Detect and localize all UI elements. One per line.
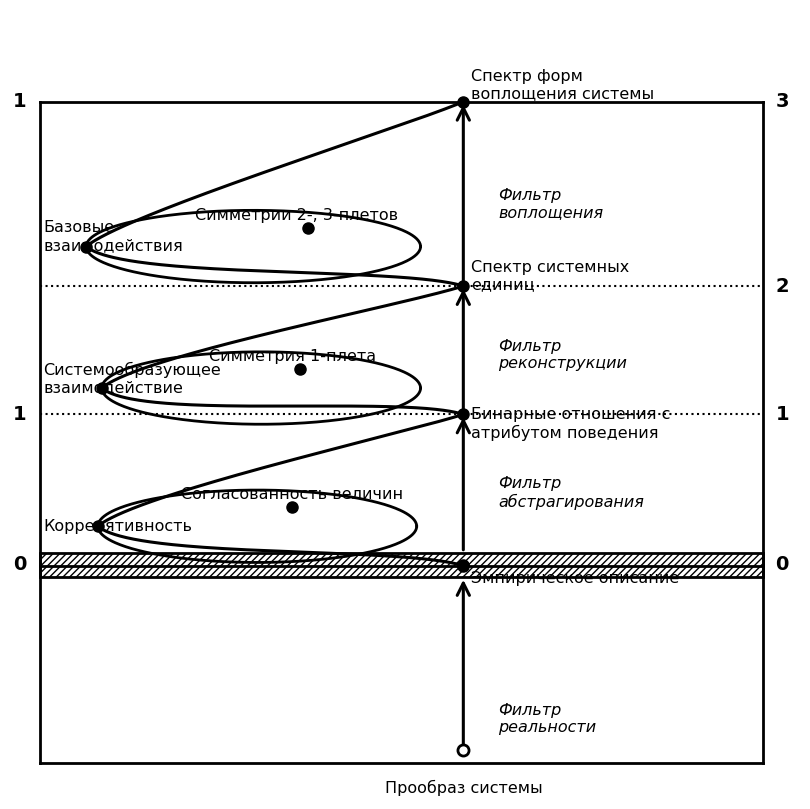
- Text: Базовые
взаимодействия: Базовые взаимодействия: [44, 221, 183, 253]
- Text: Коррелятивность: Коррелятивность: [44, 519, 193, 534]
- Text: Фильтр
реконструкции: Фильтр реконструкции: [498, 339, 627, 371]
- Text: Спектр системных
единиц: Спектр системных единиц: [471, 260, 629, 292]
- Text: Бинарные отношения с
атрибутом поведения: Бинарные отношения с атрибутом поведения: [471, 408, 671, 441]
- Text: Симметрия 1-плета: Симметрия 1-плета: [209, 349, 376, 364]
- Text: Фильтр
реальности: Фильтр реальности: [498, 703, 596, 735]
- Text: 3: 3: [775, 92, 789, 112]
- Text: Фильтр
воплощения: Фильтр воплощения: [498, 188, 603, 220]
- Text: 1: 1: [775, 404, 789, 424]
- Text: Фильтр
абстрагирования: Фильтр абстрагирования: [498, 477, 644, 510]
- Bar: [40, 553, 763, 577]
- Text: Эмпирическое описание: Эмпирическое описание: [471, 571, 680, 587]
- Text: 2: 2: [775, 277, 789, 295]
- Text: 0: 0: [775, 555, 789, 574]
- Text: 0: 0: [14, 555, 27, 574]
- Text: Согласованность величин: Согласованность величин: [181, 487, 403, 502]
- Text: Прообраз системы: Прообраз системы: [385, 780, 542, 796]
- Text: Симметрии 2-, 3-плетов: Симметрии 2-, 3-плетов: [194, 208, 398, 222]
- Text: Системообразующее
взаимодействие: Системообразующее взаимодействие: [44, 362, 221, 395]
- Text: 1: 1: [13, 92, 27, 112]
- Text: Спектр форм
воплощения системы: Спектр форм воплощения системы: [471, 69, 654, 101]
- Text: 1: 1: [13, 404, 27, 424]
